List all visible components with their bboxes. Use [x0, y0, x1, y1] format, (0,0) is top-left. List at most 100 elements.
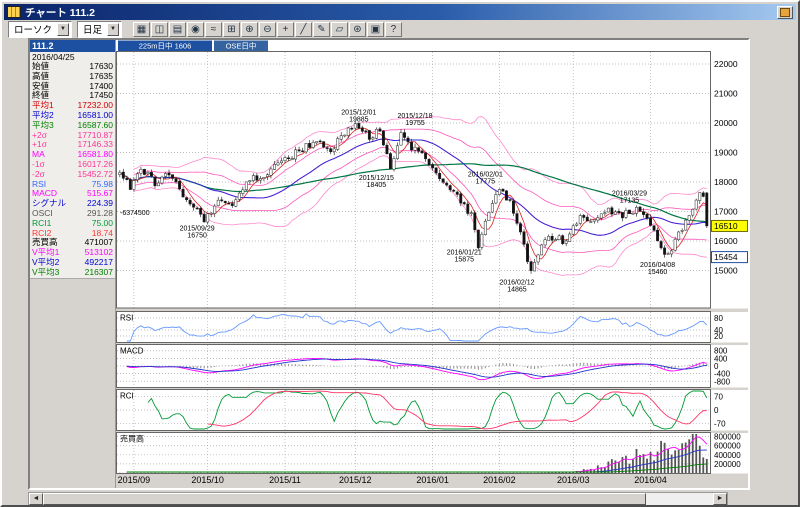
chart-annotation-date: 2016/04/08 [640, 262, 675, 269]
chart-annotation-value: 14865 [507, 286, 527, 293]
quote-row-value: 16587.60 [77, 119, 113, 130]
quote-row-value: 17232.00 [77, 100, 113, 111]
quote-row-value: 17630 [89, 61, 113, 71]
chevron-down-icon: ▼ [57, 22, 69, 36]
price-axis-label: 19000 [714, 148, 738, 158]
chart-type-dropdown[interactable]: ローソク ▼ [8, 20, 72, 38]
quote-row-label: -1σ [32, 158, 45, 169]
panel-axis-label: -70 [714, 419, 726, 428]
quote-row-label: V平均2 [32, 256, 60, 267]
help-icon[interactable]: ? [384, 21, 402, 37]
chevron-down-icon: ▼ [106, 22, 119, 36]
quote-row: RCI1 75.00 [30, 217, 115, 229]
quote-row: V平均3 216307 [30, 266, 115, 278]
quote-row-value: 16581.00 [77, 109, 113, 120]
scrollbar-track[interactable] [43, 493, 713, 505]
quote-board-icon[interactable]: ◉ [186, 21, 204, 37]
quote-row-value: 16017.26 [77, 158, 113, 169]
quote-row-value: 15452.72 [77, 168, 113, 179]
quote-row-value: 224.39 [87, 198, 113, 209]
dual-chart-icon[interactable]: ◫ [150, 21, 168, 37]
titlebar[interactable]: チャート 111.2 [4, 4, 796, 20]
chart-annotation-date: 2016/03/29 [612, 191, 647, 198]
print-icon[interactable]: ▣ [366, 21, 384, 37]
panel-axis-label: 800 [714, 347, 728, 356]
scroll-right-button[interactable]: ► [713, 493, 727, 505]
quote-row: 平均1 17232.00 [30, 100, 115, 111]
quote-row-value: 17400 [89, 80, 113, 91]
price-axis-label: 17000 [714, 207, 738, 217]
quote-row-label: RCI2 [32, 227, 52, 238]
chart-layout-icon[interactable]: ▦ [132, 21, 150, 37]
quote-row: -1σ 16017.26 [30, 158, 115, 170]
grid-icon[interactable]: ⊞ [222, 21, 240, 37]
quote-row: 始値 17630 [30, 61, 115, 72]
zoom-in-icon[interactable]: ⊕ [240, 21, 258, 37]
chart-annotation-date: 2016/02/01 [468, 172, 503, 179]
chart-annotation-value: 16750 [187, 232, 207, 239]
quote-row-label: V平均3 [32, 266, 60, 277]
zoom-out-icon[interactable]: ⊖ [258, 21, 276, 37]
quote-row-label: +2σ [32, 129, 47, 140]
quote-row: RSI 75.98 [30, 179, 115, 190]
timeframe-label: 日足 [82, 25, 102, 36]
quote-row-label: 安値 [32, 80, 50, 91]
horizontal-scrollbar[interactable]: ◄ ► [28, 492, 728, 505]
quote-row: 高値 17635 [30, 71, 115, 82]
price-axis-label: 20000 [714, 118, 738, 128]
titlebar-link-button[interactable] [777, 5, 793, 19]
quote-row-label: OSCI [32, 207, 53, 218]
quote-row: V平均1 513102 [30, 247, 115, 258]
panel-axis-label: 20 [714, 332, 723, 341]
crosshair-icon[interactable]: + [276, 21, 294, 37]
trendline-icon[interactable]: ╱ [294, 21, 312, 37]
quote-row-label: -2σ [32, 168, 45, 179]
quote-row-value: 471007 [84, 237, 113, 248]
quote-row-value: 216307 [84, 266, 113, 277]
chart-annotation-date: 2015/12/15 [359, 175, 394, 182]
quote-row-label: RCI1 [32, 217, 52, 228]
toolbar: ローソク ▼ 日足 ▼ ▦ ◫ ▤ ◉ ≈ ⊞ ⊕ ⊖ + ╱ ✎ ▱ ⊛ ▣? [4, 20, 796, 38]
panel-axis-label: -800 [714, 377, 731, 386]
chart-frame: 111.2 2016/04/25 始値 17630 高値 17635 安値 17400 終値… [28, 38, 750, 490]
timeframe-dropdown[interactable]: 日足 ▼ [76, 20, 122, 38]
panel-axis-label: 40 [714, 326, 723, 335]
panel-axis-label: 400000 [714, 451, 741, 460]
quote-row-value: 513102 [84, 247, 113, 258]
panel-axis-label: 0 [714, 406, 719, 415]
settings-icon[interactable]: ⊛ [348, 21, 366, 37]
chart-annotation-date: 2016/01/21 [447, 250, 482, 257]
quote-row-value: 492217 [84, 256, 113, 267]
window-icon [7, 6, 21, 18]
chart-type-label: ローソク [14, 25, 53, 36]
quote-row: 平均3 16587.60 [30, 119, 115, 131]
quote-row: 安値 17400 [30, 80, 115, 92]
panel-axis-label: 70 [714, 393, 723, 402]
month-axis-label: 2015/11 [269, 475, 301, 485]
quote-row-value: 75.00 [91, 217, 113, 228]
quote-row: OSCI 291.28 [30, 207, 115, 219]
scrollbar-thumb[interactable] [43, 493, 646, 505]
chart-annotation-date: 2015/12/01 [341, 109, 376, 116]
panel-axis-label: 600000 [714, 442, 741, 451]
memo-icon[interactable]: ▤ [168, 21, 186, 37]
eraser-icon[interactable]: ▱ [330, 21, 348, 37]
quote-row-label: +1σ [32, 139, 47, 150]
panel-title: MACD [120, 347, 144, 356]
wave-icon[interactable]: ≈ [204, 21, 222, 37]
quote-row-label: 平均1 [32, 100, 54, 111]
quote-row-label: 平均3 [32, 119, 54, 130]
panel-axis-label: 800000 [714, 433, 741, 442]
scroll-left-button[interactable]: ◄ [29, 493, 43, 505]
price-chart-canvas[interactable]: 225m日中 1606 OSE日中 22000 21000 20000 19000 1800… [116, 40, 748, 488]
quote-row-label: シグナル [32, 198, 67, 209]
quote-row: RCI2 18.74 [30, 227, 115, 239]
price-axis-label: 16000 [714, 236, 738, 246]
month-axis-label: 2015/10 [191, 475, 224, 485]
pencil-icon[interactable]: ✎ [312, 21, 330, 37]
window-title: チャート 111.2 [25, 6, 95, 19]
quote-row: 終値 17450 [30, 91, 115, 101]
panel-axis-label: 400 [714, 354, 728, 363]
series-tab-2: OSE日中 [226, 41, 257, 51]
panel-title: RCI [120, 392, 134, 401]
